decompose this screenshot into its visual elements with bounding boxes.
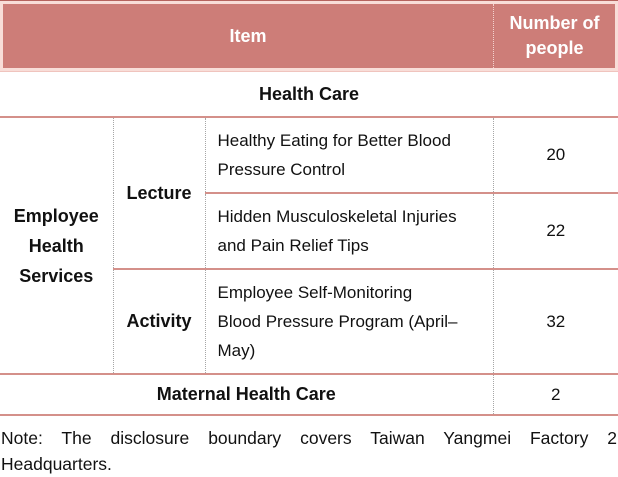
count-cell: 32 [493,269,618,375]
table-header-row: Item Number of people [3,4,615,68]
program-cell: Hidden Musculoskeletal Injuries and Pain… [205,193,494,270]
table-row: Activity Employee Self-Monitoring Blood … [0,269,618,375]
section-row-maternal-health-care: Maternal Health Care 2 [0,374,618,416]
section-title-health-care: Health Care [0,72,618,118]
count-cell: 20 [493,117,618,194]
group-cell-lecture: Lecture [113,117,206,270]
section-title-maternal-health-care: Maternal Health Care [0,374,494,416]
table-row: Hidden Musculoskeletal Injuries and Pain… [0,193,618,270]
program-cell: Healthy Eating for Better Blood Pressure… [205,117,494,194]
program-cell: Employee Self-Monitoring Blood Pressure … [205,269,494,375]
table-row: Employee Health Services Lecture Healthy… [0,117,618,375]
count-cell: 2 [493,374,618,416]
category-cell-employee-health-services: Employee Health Services [0,117,114,375]
header-cell-number-of-people: Number of people [493,4,615,68]
health-services-table: Health Care Employee Health Services Lec… [0,72,618,416]
header-cell-item: Item [229,25,267,46]
group-cell-activity: Activity [113,269,206,375]
disclosure-note: Note: The disclosure boundary covers Tai… [1,428,617,474]
section-row-health-care: Health Care [0,72,618,118]
table-header: Item Number of people [0,0,618,72]
count-cell: 22 [493,193,618,270]
